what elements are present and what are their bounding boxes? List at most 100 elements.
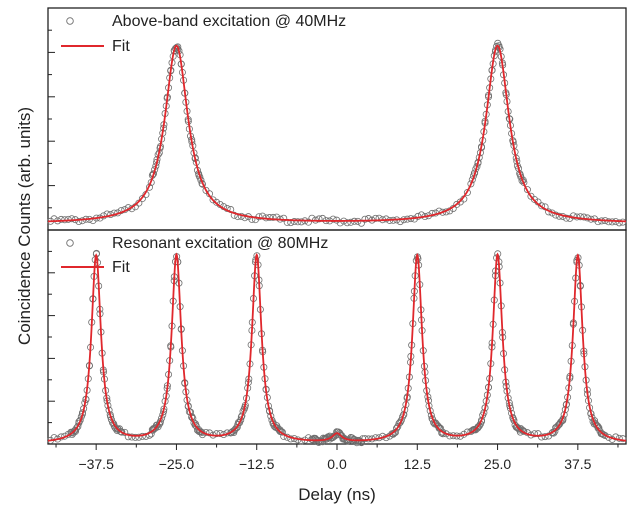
x-tick-label: −12.5	[239, 456, 275, 472]
bottom-data-point	[131, 433, 139, 441]
bottom-legend: Resonant excitation @ 80MHz Fit	[61, 235, 328, 276]
top-data-point	[315, 215, 323, 223]
top-data-point	[375, 214, 383, 222]
top-data-point	[138, 195, 146, 203]
top-data-point	[580, 213, 588, 221]
top-legend-marker-icon	[66, 17, 74, 25]
top-data-point	[241, 214, 249, 222]
x-axis-title: Delay (ns)	[298, 485, 375, 504]
bottom-panel-frame	[47, 229, 627, 445]
top-data-point	[304, 218, 312, 226]
top-data-point	[428, 209, 436, 217]
x-tick-label: 12.5	[404, 456, 431, 472]
bottom-legend-fit-label: Fit	[112, 259, 130, 276]
top-legend-data-label: Above-band excitation @ 40MHz	[112, 13, 346, 30]
bottom-data-point	[478, 416, 486, 424]
bottom-data-point	[237, 416, 245, 424]
bottom-data-point	[118, 428, 126, 436]
bottom-data-point	[128, 433, 136, 441]
x-tick-label: −37.5	[78, 456, 114, 472]
x-tick-label: 37.5	[564, 456, 591, 472]
bottom-data-point	[473, 424, 481, 432]
bottom-data-point	[530, 430, 538, 438]
bottom-data-point	[316, 438, 324, 446]
top-data-point	[382, 215, 390, 223]
bottom-data-point	[510, 416, 518, 424]
top-data-point	[68, 215, 76, 223]
bottom-data-point	[515, 425, 523, 433]
bottom-data-point	[124, 433, 132, 441]
top-data-point	[364, 215, 372, 223]
top-data-point	[608, 218, 616, 226]
bottom-data-point	[216, 429, 224, 437]
top-data-point	[530, 195, 538, 203]
top-panel-marks	[47, 39, 627, 227]
bottom-data-point	[361, 435, 369, 443]
top-data-point	[89, 217, 97, 225]
top-data-point	[290, 218, 298, 226]
top-data-point	[605, 218, 613, 226]
top-data-point	[347, 218, 355, 226]
bottom-data-point	[135, 433, 143, 441]
top-data-point	[615, 219, 623, 227]
bottom-data-point	[297, 437, 305, 445]
top-data-point	[361, 215, 369, 223]
bottom-panel-marks	[47, 249, 627, 447]
bottom-data-point	[598, 429, 606, 437]
axis-ticks: −37.5 −25.0 −12.5 0.0 12.5 25.0 37.5	[48, 29, 619, 472]
bottom-data-point	[601, 431, 609, 439]
bottom-legend-marker-icon	[66, 239, 74, 247]
top-data-point	[569, 212, 577, 220]
bottom-legend-data-label: Resonant excitation @ 80MHz	[112, 235, 328, 252]
bottom-data-point	[612, 433, 620, 441]
x-tick-label: −25.0	[159, 456, 195, 472]
bottom-fit-line	[47, 252, 627, 442]
top-data-point	[583, 214, 591, 222]
bottom-data-point	[619, 435, 627, 443]
top-data-point	[453, 200, 461, 208]
y-axis-title: Coincidence Counts (arb. units)	[15, 107, 34, 345]
top-fit-line	[47, 44, 627, 223]
top-data-point	[64, 215, 72, 223]
top-data-point	[576, 213, 584, 221]
bottom-data-point	[274, 424, 282, 432]
bottom-data-point	[73, 424, 81, 432]
top-data-point	[523, 186, 531, 194]
top-data-point	[463, 189, 471, 197]
top-legend-fit-label: Fit	[112, 38, 130, 55]
top-data-point	[294, 218, 302, 226]
top-data-point	[213, 198, 221, 206]
bottom-data-point	[541, 433, 549, 441]
bottom-data-point	[558, 417, 566, 425]
top-data-point	[329, 215, 337, 223]
top-panel-frame	[47, 7, 627, 231]
bottom-data-point	[206, 429, 214, 437]
bottom-data-point	[213, 430, 221, 438]
top-legend: Above-band excitation @ 40MHz Fit	[61, 13, 346, 55]
top-data-point	[297, 218, 305, 226]
bottom-data-point	[538, 433, 546, 441]
top-data-point	[566, 214, 574, 222]
top-data-point	[78, 217, 86, 225]
top-data-point	[75, 218, 83, 226]
top-data-point	[57, 215, 65, 223]
top-data-point	[372, 214, 380, 222]
bottom-data-point	[551, 427, 559, 435]
bottom-data-point	[74, 422, 82, 430]
top-data-point	[266, 214, 274, 222]
x-tick-label: 25.0	[484, 456, 511, 472]
top-data-point	[269, 213, 277, 221]
top-data-point	[467, 180, 475, 188]
top-data-point	[562, 214, 570, 222]
top-data-point	[135, 199, 143, 207]
bottom-data-point	[518, 426, 526, 434]
top-data-point	[209, 196, 217, 204]
top-data-point	[336, 219, 344, 227]
top-data-point	[594, 218, 602, 226]
bottom-data-point	[192, 422, 200, 430]
bottom-data-point	[393, 424, 401, 432]
top-data-point	[280, 214, 288, 222]
top-data-point	[538, 202, 546, 210]
